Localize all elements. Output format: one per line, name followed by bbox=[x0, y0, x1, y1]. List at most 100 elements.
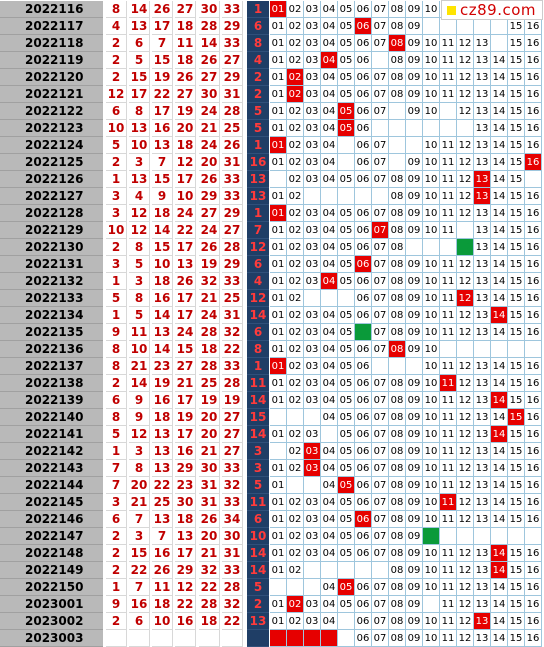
number-cell: 07 bbox=[372, 290, 389, 307]
number-cell: 12 bbox=[457, 103, 474, 120]
number-cell: 05 bbox=[338, 443, 355, 460]
number-cell: 12 bbox=[457, 613, 474, 630]
number-cell: 06 bbox=[355, 52, 372, 69]
number-cell: 07 bbox=[372, 307, 389, 324]
number-cell: 15 bbox=[508, 137, 525, 154]
red-ball-cell: 27 bbox=[222, 409, 243, 426]
number-cell: 02 bbox=[287, 256, 304, 273]
red-ball-cell: 7 bbox=[129, 579, 150, 596]
red-ball-cell: 8 bbox=[129, 290, 150, 307]
number-cell: 06 bbox=[355, 579, 372, 596]
number-cell: 09 bbox=[406, 273, 423, 290]
red-ball-cell: 26 bbox=[199, 171, 220, 188]
red-ball-cell: 5 bbox=[106, 426, 127, 443]
number-cell: 06 bbox=[355, 324, 372, 341]
period-cell: 2022128 bbox=[0, 205, 103, 222]
number-cell bbox=[440, 528, 457, 545]
site-logo[interactable]: cz89.com bbox=[441, 0, 543, 20]
number-cell: 01 bbox=[270, 188, 287, 205]
number-cell: 05 bbox=[338, 256, 355, 273]
number-cell: 03 bbox=[304, 137, 321, 154]
number-cell: 01 bbox=[270, 528, 287, 545]
number-cell: 06 bbox=[355, 375, 372, 392]
number-cell: 07 bbox=[372, 69, 389, 86]
number-cell bbox=[457, 18, 474, 35]
number-cell: 15 bbox=[508, 579, 525, 596]
red-ball-cell: 3 bbox=[129, 528, 150, 545]
number-cell: 03 bbox=[304, 222, 321, 239]
number-cell: 02 bbox=[287, 341, 304, 358]
red-ball-cell: 2 bbox=[106, 69, 127, 86]
red-ball-cell: 26 bbox=[152, 562, 173, 579]
number-cell: 01 bbox=[270, 205, 287, 222]
number-cell: 11 bbox=[440, 375, 457, 392]
number-cell: 15 bbox=[508, 613, 525, 630]
number-cell: 02 bbox=[287, 358, 304, 375]
table-row: 2022124 5 10 13 18 24 26 1 01 02 03 04 06 07 10 11 12 13 1… bbox=[0, 137, 544, 154]
number-cell: 13 bbox=[474, 86, 491, 103]
number-cell: 14 bbox=[491, 290, 508, 307]
number-cell bbox=[440, 103, 457, 120]
number-cell: 03 bbox=[304, 1, 321, 18]
number-cell: 13 bbox=[474, 358, 491, 375]
red-ball-cell: 2 bbox=[106, 545, 127, 562]
number-cell: 03 bbox=[304, 392, 321, 409]
red-ball-cell: 6 bbox=[106, 511, 127, 528]
period-cell: 2022143 bbox=[0, 460, 103, 477]
red-ball-cell: 13 bbox=[129, 120, 150, 137]
red-ball-cell bbox=[106, 630, 127, 647]
number-cell: 14 bbox=[491, 409, 508, 426]
number-cell: 11 bbox=[440, 545, 457, 562]
number-cell: 10 bbox=[423, 290, 440, 307]
number-cell bbox=[372, 120, 389, 137]
number-cell: 05 bbox=[338, 18, 355, 35]
blue-ball-cell: 2 bbox=[247, 596, 269, 613]
red-ball-cell: 12 bbox=[175, 579, 196, 596]
number-cell: 16 bbox=[525, 103, 542, 120]
number-cell: 11 bbox=[440, 426, 457, 443]
red-ball-cell: 16 bbox=[152, 545, 173, 562]
blue-ball-cell: 4 bbox=[247, 273, 269, 290]
red-ball-cell: 2 bbox=[106, 52, 127, 69]
number-cell: 14 bbox=[491, 103, 508, 120]
number-cell: 04 bbox=[321, 392, 338, 409]
number-cell: 14 bbox=[491, 69, 508, 86]
red-ball-cell: 30 bbox=[199, 1, 220, 18]
red-ball-cell: 30 bbox=[175, 494, 196, 511]
number-cell bbox=[372, 52, 389, 69]
number-cell: 02 bbox=[287, 375, 304, 392]
number-cell: 11 bbox=[440, 69, 457, 86]
number-cell: 07 bbox=[372, 18, 389, 35]
number-cell: 01 bbox=[270, 426, 287, 443]
number-cell: 10 bbox=[423, 222, 440, 239]
number-cell: 08 bbox=[389, 1, 406, 18]
number-cell: 09 bbox=[406, 222, 423, 239]
number-cell bbox=[389, 103, 406, 120]
number-cell bbox=[321, 562, 338, 579]
red-ball-cell: 13 bbox=[152, 443, 173, 460]
red-ball-cell: 16 bbox=[129, 596, 150, 613]
red-ball-cell: 6 bbox=[106, 392, 127, 409]
red-ball-cell: 19 bbox=[175, 103, 196, 120]
number-cell: 07 bbox=[372, 171, 389, 188]
number-cell: 16 bbox=[525, 290, 542, 307]
red-ball-cell: 27 bbox=[175, 86, 196, 103]
number-cell: 12 bbox=[457, 562, 474, 579]
red-ball-cell: 20 bbox=[175, 120, 196, 137]
number-cell: 09 bbox=[406, 477, 423, 494]
red-ball-cell: 2 bbox=[106, 528, 127, 545]
blue-ball-cell: 16 bbox=[247, 154, 269, 171]
number-cell: 01 bbox=[270, 596, 287, 613]
number-cell: 13 bbox=[474, 409, 491, 426]
number-cell: 14 bbox=[491, 630, 508, 647]
number-cell: 01 bbox=[270, 613, 287, 630]
number-cell: 07 bbox=[372, 137, 389, 154]
period-cell: 2022130 bbox=[0, 239, 103, 256]
number-cell: 10 bbox=[423, 511, 440, 528]
red-ball-cell: 32 bbox=[222, 324, 243, 341]
number-cell bbox=[304, 290, 321, 307]
number-cell: 11 bbox=[440, 154, 457, 171]
number-cell bbox=[338, 137, 355, 154]
table-row: 2022130 2 8 15 17 26 28 12 01 02 03 04 05 06 07 08 12 13 1… bbox=[0, 239, 544, 256]
number-cell: 05 bbox=[338, 477, 355, 494]
